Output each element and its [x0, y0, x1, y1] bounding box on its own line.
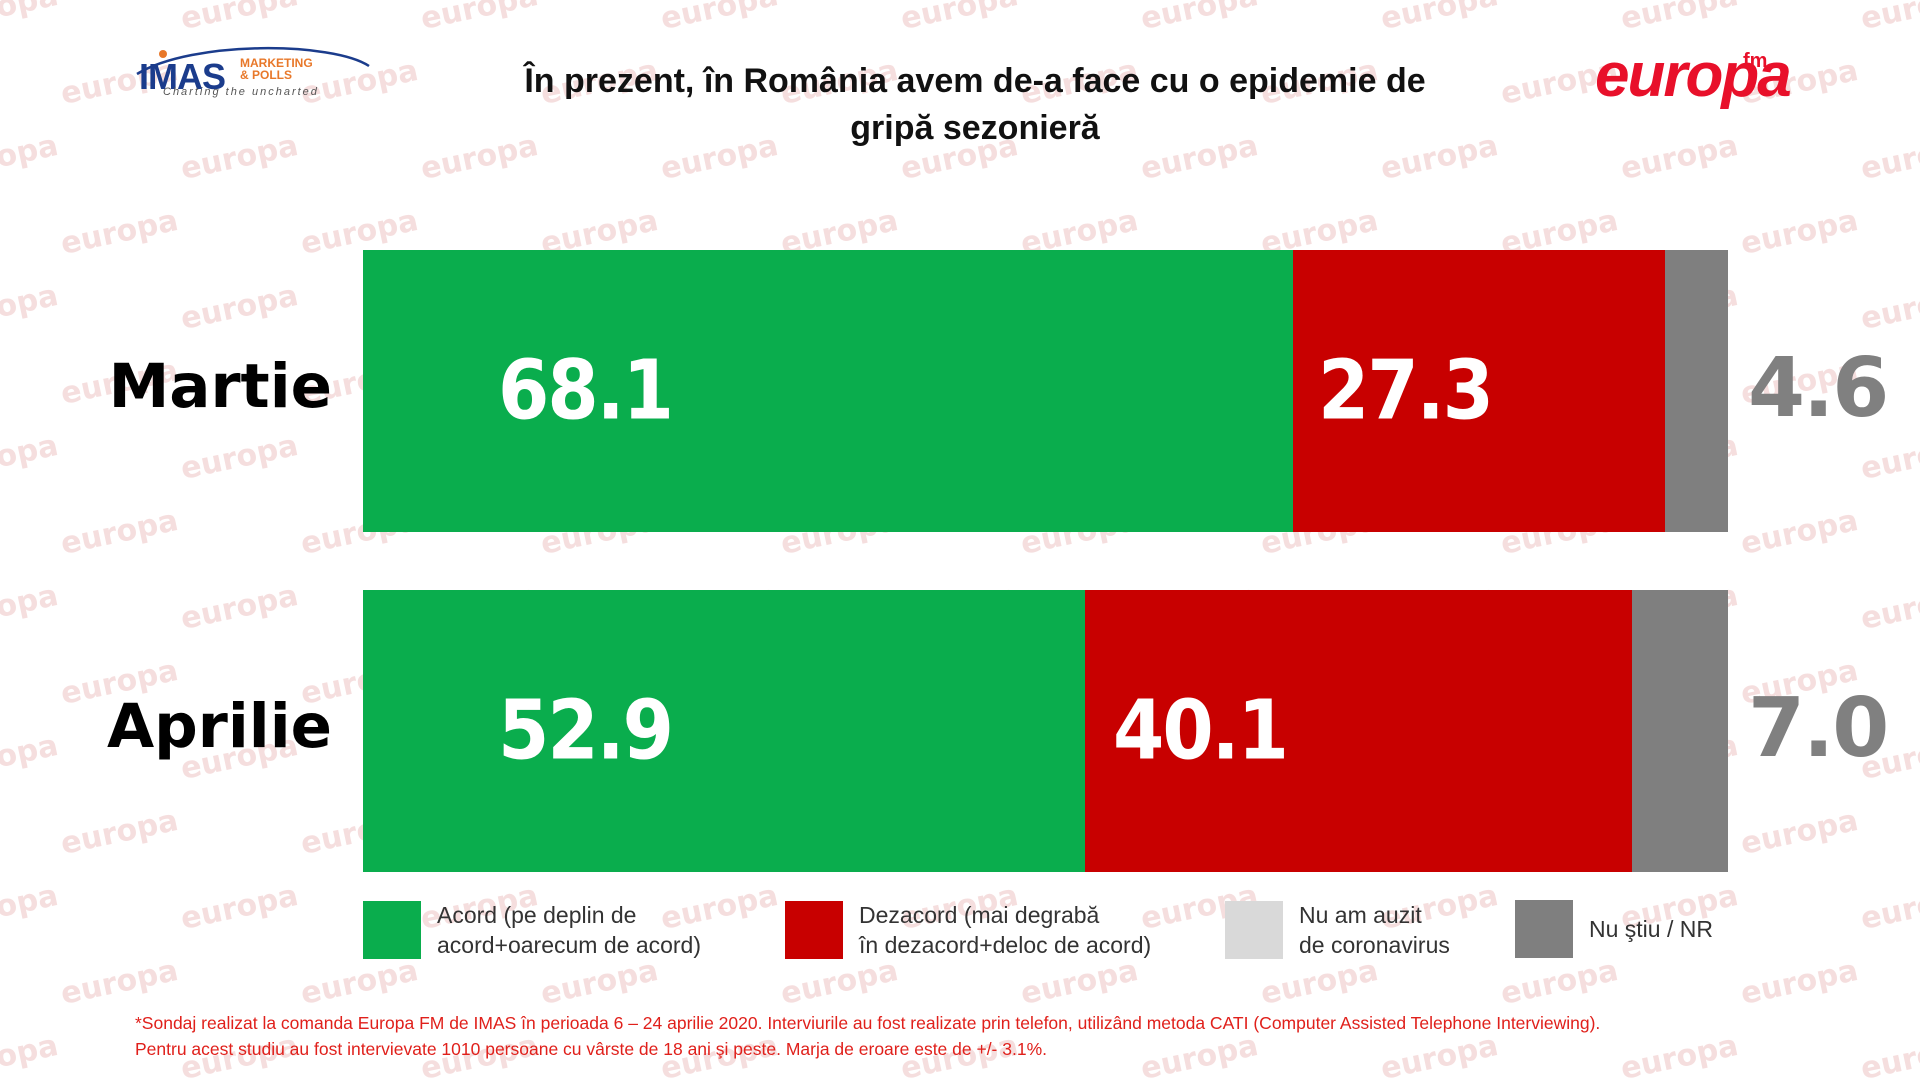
watermark-text: europa: [1737, 953, 1862, 1012]
watermark-text: europa: [297, 953, 422, 1012]
watermark-text: europa: [57, 803, 182, 862]
bar-segment: [1665, 250, 1728, 532]
watermark-text: europa: [1617, 128, 1742, 187]
watermark-text: europa: [1857, 428, 1920, 487]
legend-swatch: [1225, 901, 1283, 959]
bar-segment: [1292, 250, 1666, 532]
legend-label: Dezacord (mai degrabă în dezacord+deloc …: [859, 902, 1152, 958]
data-label: 7.0: [1748, 681, 1889, 776]
watermark-text: europa: [1377, 0, 1502, 37]
watermark-text: europa: [57, 503, 182, 562]
watermark-text: europa: [177, 128, 302, 187]
watermark-text: europa: [1857, 128, 1920, 187]
watermark-text: europa: [177, 0, 302, 37]
watermark-text: europa: [177, 428, 302, 487]
data-label: 4.6: [1748, 341, 1889, 436]
watermark-text: europa: [0, 278, 62, 337]
legend-item: Acord (pe deplin de acord+oarecum de aco…: [363, 900, 701, 960]
watermark-text: europa: [57, 953, 182, 1012]
imas-logo: IMAS MARKETING & POLLS Charting the unch…: [133, 44, 373, 100]
bar-segment: [1085, 590, 1633, 872]
watermark-text: europa: [1497, 953, 1622, 1012]
watermark-text: europa: [0, 578, 62, 637]
watermark-text: europa: [657, 0, 782, 37]
category-label: Martie: [108, 351, 332, 422]
europa-fm-logo: europa fm: [1595, 40, 1855, 120]
legend-swatch: [363, 901, 421, 959]
watermark-text: europa: [1737, 803, 1862, 862]
watermark-text: europa: [57, 203, 182, 262]
watermark-text: europa: [177, 278, 302, 337]
watermark-text: europa: [1737, 503, 1862, 562]
legend-swatch: [1515, 900, 1573, 958]
watermark-text: europa: [1857, 0, 1920, 37]
imas-logo-sub: MARKETING & POLLS: [240, 56, 313, 82]
watermark-text: europa: [1857, 278, 1920, 337]
bar-segment: [1632, 590, 1728, 872]
watermark-text: europa: [1137, 0, 1262, 37]
bar-segment: [363, 590, 1086, 872]
legend-item: Dezacord (mai degrabă în dezacord+deloc …: [785, 900, 1151, 960]
data-label: 68.1: [497, 343, 674, 439]
watermark-text: europa: [177, 578, 302, 637]
legend-label: Acord (pe deplin de acord+oarecum de aco…: [437, 902, 702, 958]
watermark-text: europa: [0, 0, 62, 37]
legend-item: Nu ştiu / NR: [1515, 900, 1713, 958]
watermark-text: europa: [1857, 1028, 1920, 1087]
watermark-text: europa: [417, 0, 542, 37]
watermark-text: europa: [537, 953, 662, 1012]
imas-logo-tagline: Charting the uncharted: [163, 86, 319, 98]
europa-logo-fm: fm: [1743, 50, 1768, 72]
bar-row: 68.1 27.3: [363, 250, 1728, 532]
watermark-text: europa: [1617, 0, 1742, 37]
watermark-text: europa: [0, 1028, 62, 1087]
imas-logo-main: IMAS: [139, 56, 226, 97]
watermark-text: europa: [0, 428, 62, 487]
watermark-text: europa: [0, 878, 62, 937]
imas-swoosh-icon: [136, 47, 370, 76]
legend-label: Nu am auzit de coronavirus: [1299, 902, 1450, 958]
watermark-text: europa: [1017, 953, 1142, 1012]
bar-row: 52.9 40.1: [363, 590, 1728, 872]
category-label: Aprilie: [106, 691, 332, 762]
watermark-text: europa: [1737, 203, 1862, 262]
legend-label: Nu ştiu / NR: [1589, 916, 1713, 942]
watermark-text: europa: [777, 953, 902, 1012]
bar-segment: [363, 250, 1293, 532]
watermark-text: europa: [177, 878, 302, 937]
data-label: 40.1: [1112, 683, 1289, 779]
data-label: 52.9: [497, 683, 674, 779]
legend-item: Nu am auzit de coronavirus: [1225, 900, 1450, 960]
chart-title: În prezent, în România avem de-a face cu…: [524, 62, 1426, 147]
watermark-text: europa: [1257, 953, 1382, 1012]
watermark-text: europa: [1857, 578, 1920, 637]
europa-logo-word: europa: [1595, 41, 1792, 110]
watermark-text: europa: [1857, 878, 1920, 937]
watermark-text: europa: [897, 0, 1022, 37]
footnote: *Sondaj realizat la comanda Europa FM de…: [135, 1013, 1601, 1059]
data-label: 27.3: [1317, 343, 1494, 439]
watermark-text: europa: [0, 128, 62, 187]
legend-swatch: [785, 901, 843, 959]
